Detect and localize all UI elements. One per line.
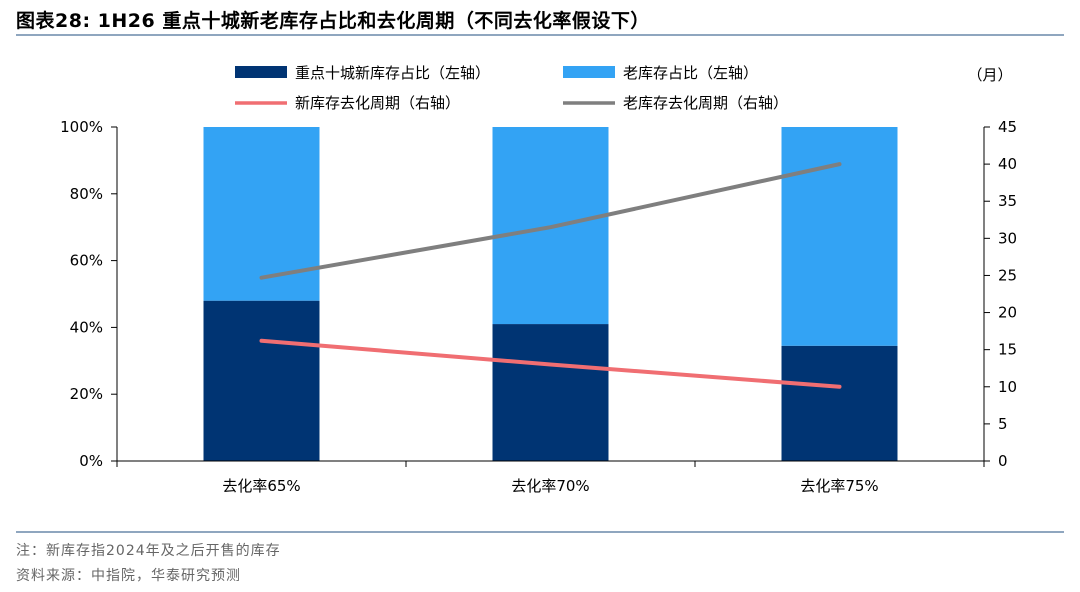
bar-new-inventory-share-3 xyxy=(781,345,898,461)
point-old-inventory-cycle-2 xyxy=(549,225,552,229)
point-old-inventory-cycle-3 xyxy=(838,162,841,166)
legend-label-old-inventory-share: 老库存占比（左轴） xyxy=(623,64,758,82)
right-axis-tick-label: 5 xyxy=(998,415,1008,433)
point-new-inventory-cycle-2 xyxy=(549,363,552,367)
left-axis-tick-label: 0% xyxy=(79,452,103,470)
left-axis-tick-label: 100% xyxy=(60,118,103,136)
legend-label-new-inventory-cycle: 新库存去化周期（右轴） xyxy=(295,94,460,112)
right-axis-tick-label: 10 xyxy=(998,378,1017,396)
chart-title: 图表28: 1H26 重点十城新老库存占比和去化周期（不同去化率假设下） xyxy=(16,10,650,32)
right-axis-tick-label: 20 xyxy=(998,304,1017,322)
point-old-inventory-cycle-1 xyxy=(260,276,263,280)
source-note: 资料来源：中指院，华泰研究预测 xyxy=(16,568,241,584)
left-axis-tick-label: 60% xyxy=(70,252,103,270)
left-axis-tick-label: 40% xyxy=(70,318,103,336)
right-axis-tick-label: 0 xyxy=(998,452,1008,470)
bar-old-inventory-share-3 xyxy=(781,127,898,346)
point-new-inventory-cycle-3 xyxy=(838,385,841,389)
title-divider xyxy=(16,34,1064,36)
right-axis-tick-label: 45 xyxy=(998,118,1017,136)
plot-area: 0% 20% 40% 60% 80% 100% 0 5 10 15 20 25 30 35 40 45 去化率6… xyxy=(60,118,1017,495)
left-axis-tick-label: 80% xyxy=(70,185,103,203)
right-axis-tick-label: 35 xyxy=(998,192,1017,210)
bar-old-inventory-share-1 xyxy=(203,127,320,301)
right-axis-tick-label: 15 xyxy=(998,341,1017,359)
footer-divider xyxy=(16,531,1064,533)
legend-label-old-inventory-cycle: 老库存去化周期（右轴） xyxy=(623,94,788,112)
right-axis-tick-label: 30 xyxy=(998,229,1017,247)
legend: 重点十城新库存占比（左轴） 老库存占比（左轴） 新库存去化周期（右轴） 老库存去… xyxy=(235,64,788,112)
x-axis-tick-label: 去化率65% xyxy=(222,477,300,495)
x-axis-tick-label: 去化率75% xyxy=(800,477,878,495)
footnote: 注：新库存指2024年及之后开售的库存 xyxy=(16,543,281,559)
left-axis-tick-label: 20% xyxy=(70,385,103,403)
right-axis-tick-label: 25 xyxy=(998,266,1017,284)
bar-new-inventory-share-1 xyxy=(203,300,320,461)
legend-swatch-old-inventory-share xyxy=(563,66,615,78)
point-new-inventory-cycle-1 xyxy=(260,339,263,343)
chart: 重点十城新库存占比（左轴） 老库存占比（左轴） 新库存去化周期（右轴） 老库存去… xyxy=(60,64,1017,495)
legend-label-new-inventory-share: 重点十城新库存占比（左轴） xyxy=(295,64,490,82)
bar-new-inventory-share-2 xyxy=(492,324,609,461)
right-axis-unit: （月） xyxy=(967,66,1012,84)
x-axis-tick-label: 去化率70% xyxy=(511,477,589,495)
right-axis-tick-label: 40 xyxy=(998,155,1017,173)
legend-swatch-new-inventory-share xyxy=(235,66,287,78)
